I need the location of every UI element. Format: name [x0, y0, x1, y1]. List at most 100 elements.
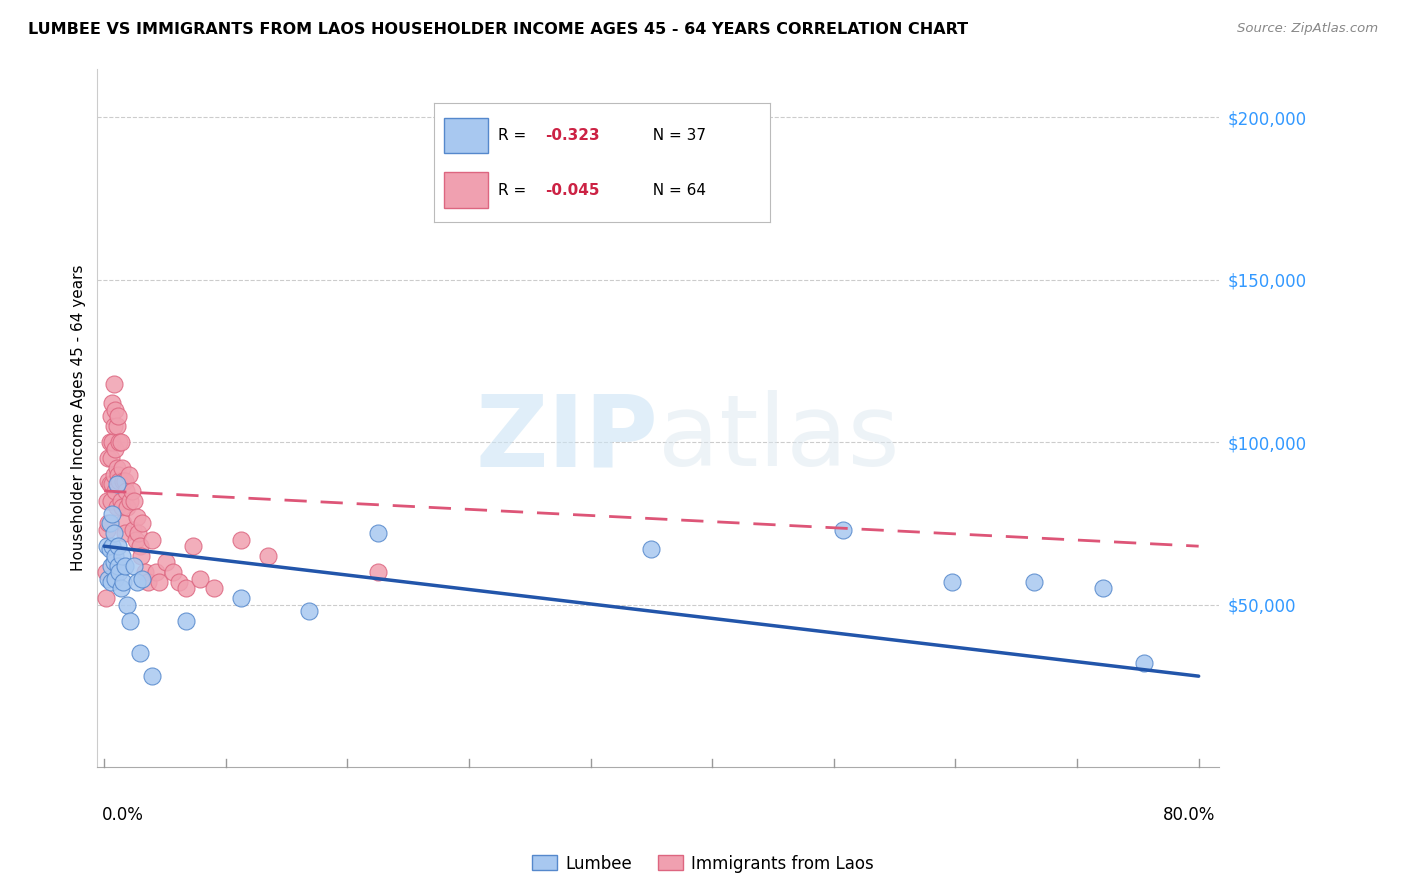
Point [112, 474, 135, 488]
Legend: Lumbee, Immigrants from Laos: Lumbee, Immigrants from Laos [526, 848, 880, 880]
Point [136, 574, 159, 589]
Point [188, 572, 211, 586]
Text: LUMBEE VS IMMIGRANTS FROM LAOS HOUSEHOLDER INCOME AGES 45 - 64 YEARS CORRELATION: LUMBEE VS IMMIGRANTS FROM LAOS HOUSEHOLD… [28, 22, 969, 37]
Point [107, 539, 129, 553]
Point [174, 614, 197, 628]
Point [640, 542, 662, 557]
Point [110, 582, 132, 596]
Point [104, 572, 127, 586]
Text: Source: ZipAtlas.com: Source: ZipAtlas.com [1237, 22, 1378, 36]
Point [104, 442, 127, 456]
Point [148, 574, 170, 589]
Point [181, 539, 204, 553]
Point [105, 477, 128, 491]
Point [128, 647, 150, 661]
Point [367, 526, 389, 541]
Point [107, 558, 129, 573]
Point [117, 500, 139, 515]
Text: 0.0%: 0.0% [101, 806, 143, 824]
Point [101, 539, 124, 553]
Point [111, 461, 134, 475]
Point [122, 523, 145, 537]
Point [174, 582, 197, 596]
Point [145, 565, 167, 579]
Point [367, 565, 389, 579]
Point [121, 483, 143, 498]
Point [111, 500, 134, 515]
Point [103, 376, 125, 391]
Point [169, 574, 191, 589]
Point [103, 467, 125, 482]
Point [101, 435, 124, 450]
Point [97, 516, 120, 531]
Point [832, 523, 855, 537]
Point [1133, 656, 1156, 670]
Point [101, 477, 124, 491]
Point [128, 539, 150, 553]
Point [125, 510, 148, 524]
Point [1091, 582, 1114, 596]
Point [100, 493, 122, 508]
Point [131, 572, 153, 586]
Point [257, 549, 280, 563]
Point [1024, 574, 1046, 589]
Point [103, 419, 125, 434]
Point [141, 669, 163, 683]
Point [110, 435, 132, 450]
Point [114, 474, 136, 488]
Point [97, 572, 120, 586]
Point [129, 549, 152, 563]
Point [114, 526, 136, 541]
Point [101, 507, 124, 521]
Point [118, 467, 141, 482]
Point [298, 604, 321, 618]
Point [103, 556, 125, 570]
Point [120, 614, 142, 628]
Point [98, 435, 121, 450]
Point [97, 474, 120, 488]
Point [127, 526, 149, 541]
Point [155, 556, 177, 570]
Point [110, 493, 132, 508]
Point [108, 474, 131, 488]
Point [103, 526, 125, 541]
Point [124, 533, 146, 547]
Point [107, 409, 129, 424]
Text: atlas: atlas [658, 391, 900, 487]
Point [100, 574, 122, 589]
Point [100, 409, 122, 424]
Point [134, 565, 156, 579]
Point [941, 574, 963, 589]
Point [112, 574, 135, 589]
Point [107, 467, 129, 482]
Point [101, 396, 124, 410]
Point [100, 558, 122, 573]
Point [114, 558, 136, 573]
Point [105, 419, 128, 434]
Point [120, 493, 142, 508]
Point [229, 533, 252, 547]
Point [131, 516, 153, 531]
Point [96, 539, 118, 553]
Point [125, 574, 148, 589]
Text: 80.0%: 80.0% [1163, 806, 1215, 824]
Point [112, 516, 135, 531]
Point [141, 533, 163, 547]
Point [229, 591, 252, 606]
Point [94, 565, 117, 579]
Point [124, 493, 146, 508]
Point [124, 558, 146, 573]
Point [108, 565, 131, 579]
Point [117, 598, 139, 612]
Point [94, 591, 117, 606]
Point [115, 483, 138, 498]
Point [98, 516, 121, 531]
Point [98, 477, 121, 491]
Point [111, 549, 134, 563]
Point [97, 451, 120, 466]
Point [108, 435, 131, 450]
Point [162, 565, 184, 579]
Point [96, 493, 118, 508]
Point [104, 483, 127, 498]
Text: ZIP: ZIP [475, 391, 658, 487]
